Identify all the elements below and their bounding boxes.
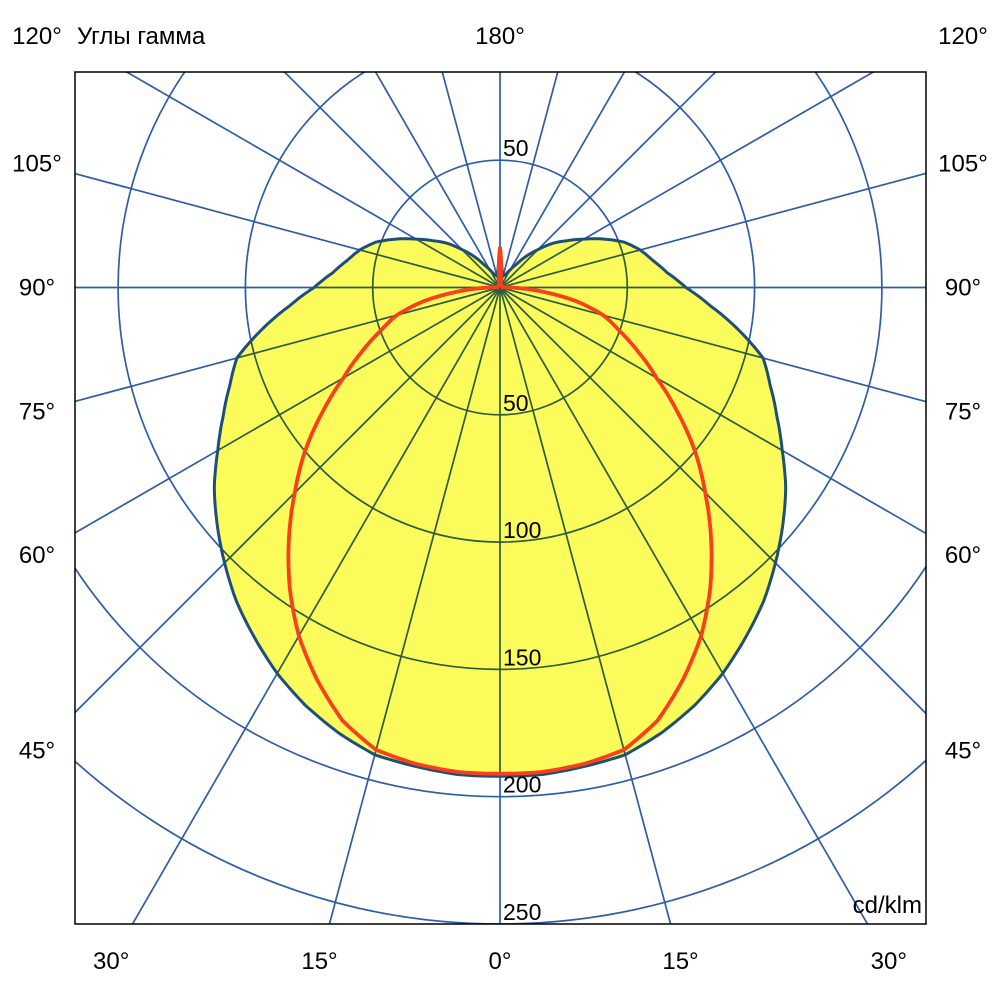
angle-label-right-75: 75° [945, 399, 981, 426]
angle-label-right-120: 120° [938, 23, 988, 50]
gridline-ray-right-60 [499, 286, 926, 535]
angle-label-right-45: 45° [945, 738, 981, 765]
radial-tick-label-250: 250 [503, 899, 541, 925]
gridline-ray-right-105 [499, 172, 926, 289]
angle-label-left-60: 60° [19, 542, 55, 569]
angle-label-right-90: 90° [945, 275, 981, 302]
radial-tick-label-50: 50 [503, 390, 529, 416]
angle-label-left-45: 45° [19, 738, 55, 765]
gridline-ray-left-105 [75, 172, 501, 289]
gridline-ray-left-15 [328, 287, 501, 924]
angle-label-bottom-30: 30° [871, 948, 907, 975]
gridline-ray-right-150 [499, 72, 626, 288]
tick-labels-layer: 50 100 150 200 250 50 120° 120° 105° 105° 90° 90° 75… [12, 23, 988, 975]
angle-label-left-75: 75° [19, 399, 55, 426]
chart-title: Углы гамма [77, 23, 206, 50]
gridline-ray-left-150 [374, 72, 501, 288]
angle-label-left-120: 120° [12, 23, 62, 50]
radial-tick-label-150: 150 [503, 644, 541, 670]
radial-tick-label-100: 100 [503, 517, 541, 543]
radial-tick-label-upper-50: 50 [503, 135, 529, 161]
gridline-ray-right-75 [499, 286, 926, 403]
gridline-ray-right-120 [499, 72, 875, 289]
gridline-ray-left-120 [125, 72, 501, 289]
gridline-ray-left-45 [75, 286, 501, 714]
angle-label-bottom-15: 15° [301, 948, 337, 975]
radial-tick-label-200: 200 [503, 772, 541, 798]
c0-c180-curve [212, 237, 788, 778]
gridline-ray-left-135 [283, 72, 501, 289]
gridline-ray-left-75 [75, 286, 501, 403]
gridline-ray-right-45 [499, 286, 926, 715]
radial-unit-label: cd/klm [853, 892, 922, 919]
angle-label-bottom-0: 0° [489, 948, 512, 975]
gridline-ray-left-30 [131, 287, 501, 924]
gridline-ray-right-135 [499, 72, 717, 289]
plot-border [74, 71, 927, 925]
gridline-ray-left-165 [441, 72, 501, 288]
gridline-ray-left-60 [75, 286, 501, 534]
curves-layer [212, 237, 788, 778]
gridline-ray-right-15 [499, 287, 672, 924]
gridline-ray-right-30 [499, 287, 869, 924]
gridline-ray-right-165 [499, 72, 559, 288]
angle-label-top-180: 180° [475, 23, 525, 50]
angle-label-left-105: 105° [12, 150, 62, 177]
angle-label-left-90: 90° [19, 275, 55, 302]
angle-label-right-105: 105° [938, 150, 988, 177]
c90-c270-curve [286, 246, 714, 776]
angle-label-bottom-30: 30° [93, 948, 129, 975]
angle-label-right-60: 60° [945, 542, 981, 569]
angle-label-bottom-15: 15° [662, 948, 698, 975]
